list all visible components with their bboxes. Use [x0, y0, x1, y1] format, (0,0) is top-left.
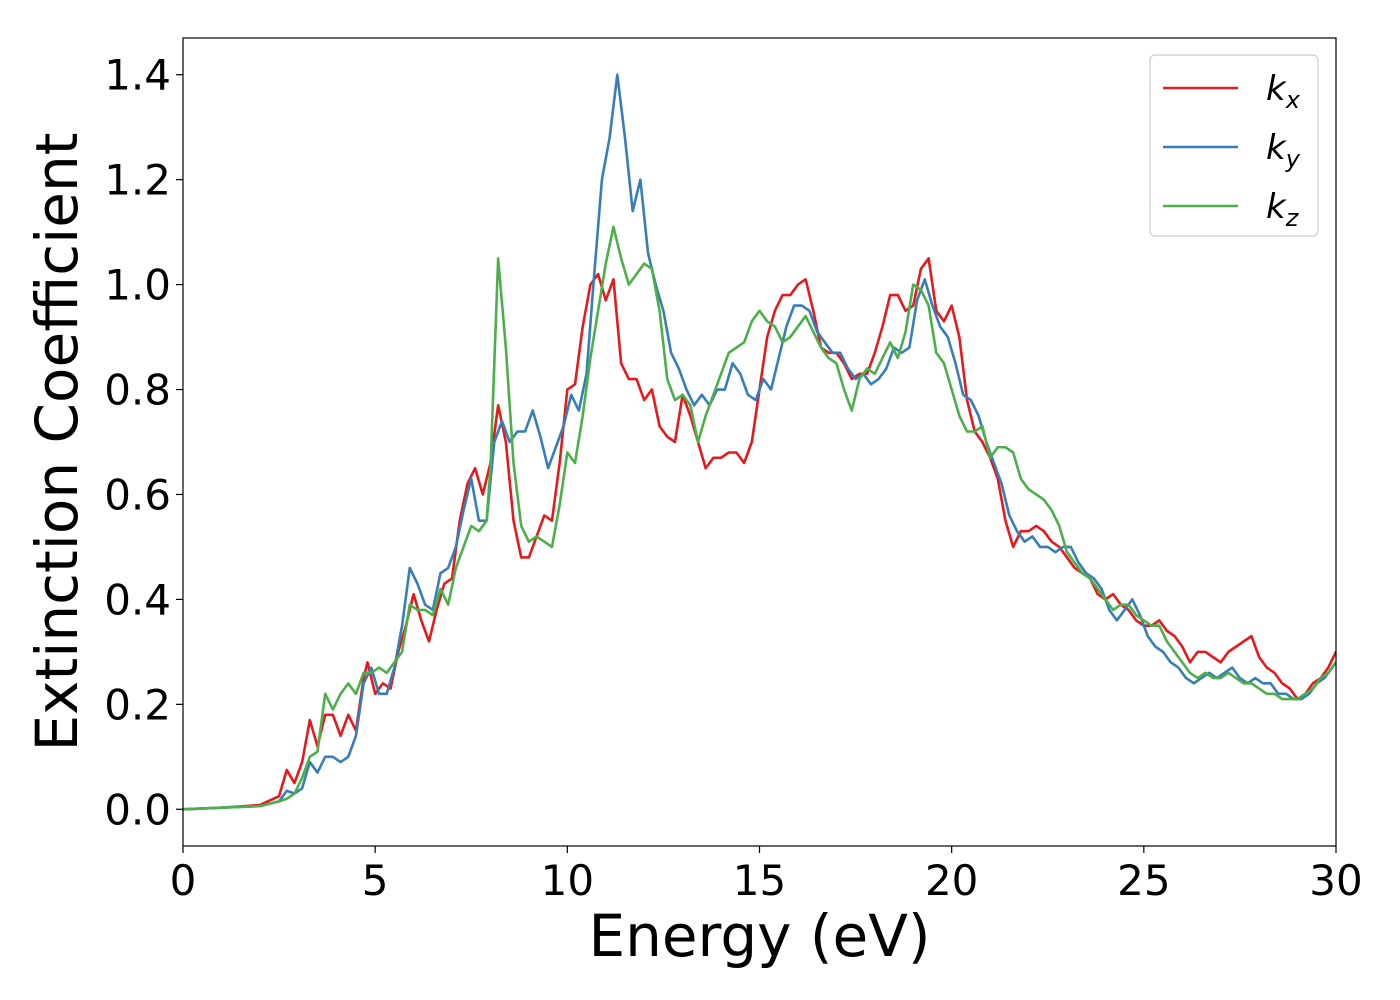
x-axis-label: Energy (eV): [588, 902, 930, 970]
y-tick-label: 0.0: [104, 785, 171, 834]
y-tick-label: 0.2: [104, 680, 171, 729]
series-group: [183, 73, 1336, 811]
legend-label-subscript: y: [1285, 145, 1301, 173]
x-tick-label: 15: [733, 856, 786, 905]
legend-label-base: k: [1266, 187, 1287, 227]
legend-label-subscript: z: [1285, 204, 1300, 232]
y-tick-label: 0.4: [104, 575, 171, 624]
y-axis-label: Extinction Coefficient: [23, 133, 91, 752]
legend-label-base: k: [1266, 69, 1287, 109]
legend-box: [1149, 54, 1319, 237]
x-tick-label: 25: [1117, 856, 1170, 905]
series-line-kz: [183, 225, 1336, 811]
y-axis-ticks: 0.0 0.2 0.4 0.6 0.8 1.0 1.2 1.4: [104, 51, 183, 834]
legend-label-base: k: [1266, 128, 1287, 168]
legend-label-subscript: x: [1285, 86, 1301, 114]
y-tick-label: 1.2: [104, 156, 171, 205]
x-tick-label: 20: [925, 856, 978, 905]
y-tick-label: 0.8: [104, 366, 171, 415]
x-axis-ticks: 0 5 10 15 20 25 30: [170, 846, 1363, 905]
series-line-kx: [183, 257, 1336, 811]
y-tick-label: 1.0: [104, 261, 171, 310]
x-tick-label: 5: [362, 856, 389, 905]
x-tick-label: 30: [1309, 856, 1362, 905]
y-tick-label: 0.6: [104, 470, 171, 519]
x-tick-label: 10: [541, 856, 594, 905]
y-tick-label: 1.4: [104, 51, 171, 100]
legend-label: kx: [1266, 69, 1301, 114]
legend-label: ky: [1266, 128, 1301, 173]
series-line-ky: [183, 73, 1336, 811]
plot-frame: [182, 37, 1337, 847]
plot-background: [183, 38, 1336, 846]
legend-label: kz: [1266, 187, 1300, 232]
x-tick-label: 0: [170, 856, 197, 905]
